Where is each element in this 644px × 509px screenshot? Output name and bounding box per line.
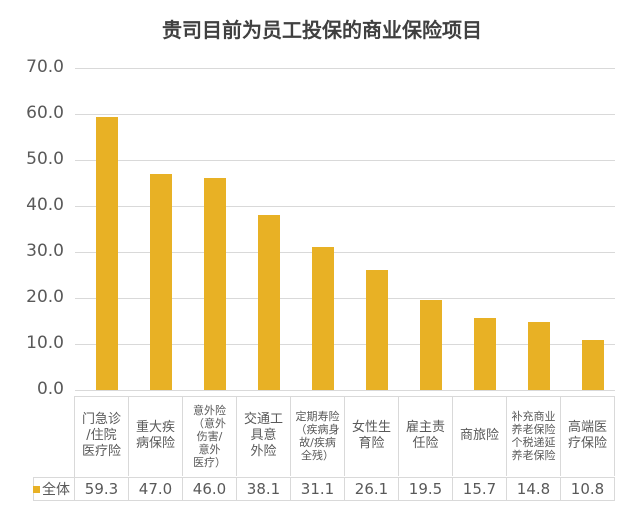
category-label-line: 全残） xyxy=(301,449,334,462)
gridline xyxy=(75,390,615,391)
category-label-line: 女性生 xyxy=(351,420,391,435)
bar xyxy=(474,317,496,390)
bar xyxy=(150,173,172,390)
category-label-line: 定期寿险 xyxy=(295,410,340,423)
category-label-line: 伤害/ xyxy=(196,429,223,443)
y-tick-label: 20.0 xyxy=(26,287,64,307)
legend-label: 全体 xyxy=(42,482,70,498)
table-divider xyxy=(33,477,615,478)
bar xyxy=(420,300,442,390)
table-value: 38.1 xyxy=(237,478,291,500)
category-label: 交通工 具意 外险 xyxy=(237,396,291,476)
table-value: 26.1 xyxy=(345,478,399,500)
category-label-line: 重大疾 xyxy=(135,420,175,435)
category-label-line: （意外 xyxy=(193,416,226,430)
category-label-line: 外险 xyxy=(250,444,277,459)
category-label-line: 医疗险 xyxy=(81,444,121,459)
category-label-line: 任险 xyxy=(412,436,439,451)
category-label-line: 意外险 xyxy=(193,403,226,417)
category-label: 雇主责 任险 xyxy=(399,396,453,476)
y-tick-label: 30.0 xyxy=(26,241,64,261)
category-label: 女性生 育险 xyxy=(345,396,399,476)
plot-area xyxy=(75,68,615,391)
category-label-line: 故/疾病 xyxy=(299,436,336,449)
category-label-line: 雇主责 xyxy=(405,420,445,435)
bar xyxy=(582,340,604,390)
bar xyxy=(96,117,118,390)
gridline xyxy=(75,206,615,207)
category-label-line: 病保险 xyxy=(135,436,175,451)
category-label-line: 育险 xyxy=(358,436,385,451)
category-label: 高端医 疗保险 xyxy=(561,396,615,476)
table-divider xyxy=(33,500,615,501)
category-label-line: 个税递延 xyxy=(511,436,556,449)
y-tick-label: 0.0 xyxy=(36,379,64,399)
gridline xyxy=(75,114,615,115)
y-tick-label: 10.0 xyxy=(26,333,64,353)
table-divider xyxy=(75,396,615,397)
gridline xyxy=(75,344,615,345)
category-label-line: （疾病身 xyxy=(295,423,340,436)
gridline xyxy=(75,68,615,69)
category-label-line: 意外 xyxy=(198,442,221,456)
bar xyxy=(258,214,280,390)
y-tick-label: 50.0 xyxy=(26,149,64,169)
category-label: 意外险 （意外 伤害/意外 医疗） xyxy=(183,396,237,476)
table-value: 59.3 xyxy=(75,478,129,500)
table-value: 14.8 xyxy=(507,478,561,500)
table-divider xyxy=(74,396,75,500)
legend-swatch-icon xyxy=(33,485,40,493)
category-label-line: 具意 xyxy=(250,428,277,443)
bar xyxy=(204,178,226,390)
category-label-line: 补充商业 xyxy=(511,410,556,423)
category-label: 补充商业 养老保险 个税递延 养老保险 xyxy=(507,396,561,476)
category-label-line: /住院 xyxy=(86,428,117,443)
chart-title: 贵司目前为员工投保的商业保险项目 xyxy=(162,18,482,42)
bar xyxy=(366,269,388,390)
category-label: 重大疾 病保险 xyxy=(129,396,183,476)
category-label: 定期寿险 （疾病身 故/疾病 全残） xyxy=(291,396,345,476)
y-tick-label: 70.0 xyxy=(26,57,64,77)
y-tick-label: 60.0 xyxy=(26,103,64,123)
y-tick-label: 40.0 xyxy=(26,195,64,215)
category-label-line: 门急诊 xyxy=(81,412,121,427)
gridline xyxy=(75,160,615,161)
table-value: 46.0 xyxy=(183,478,237,500)
gridline xyxy=(75,298,615,299)
category-label-line: 商旅险 xyxy=(459,428,499,443)
table-value: 31.1 xyxy=(291,478,345,500)
category-label: 商旅险 xyxy=(453,396,507,476)
table-value: 19.5 xyxy=(399,478,453,500)
bar xyxy=(312,246,334,390)
category-label-line: 医疗） xyxy=(193,455,226,469)
category-label: 门急诊/住院 医疗险 xyxy=(75,396,129,476)
legend: 全体 xyxy=(33,478,76,500)
table-value: 15.7 xyxy=(453,478,507,500)
category-label-line: 高端医 xyxy=(567,420,607,435)
category-label-line: 疗保险 xyxy=(567,436,607,451)
category-label-line: 交通工 xyxy=(243,412,283,427)
gridline xyxy=(75,252,615,253)
category-label-line: 养老保险 xyxy=(511,423,556,436)
table-value: 47.0 xyxy=(129,478,183,500)
category-label-line: 养老保险 xyxy=(511,449,556,462)
table-value: 10.8 xyxy=(561,478,615,500)
bar xyxy=(528,321,550,390)
